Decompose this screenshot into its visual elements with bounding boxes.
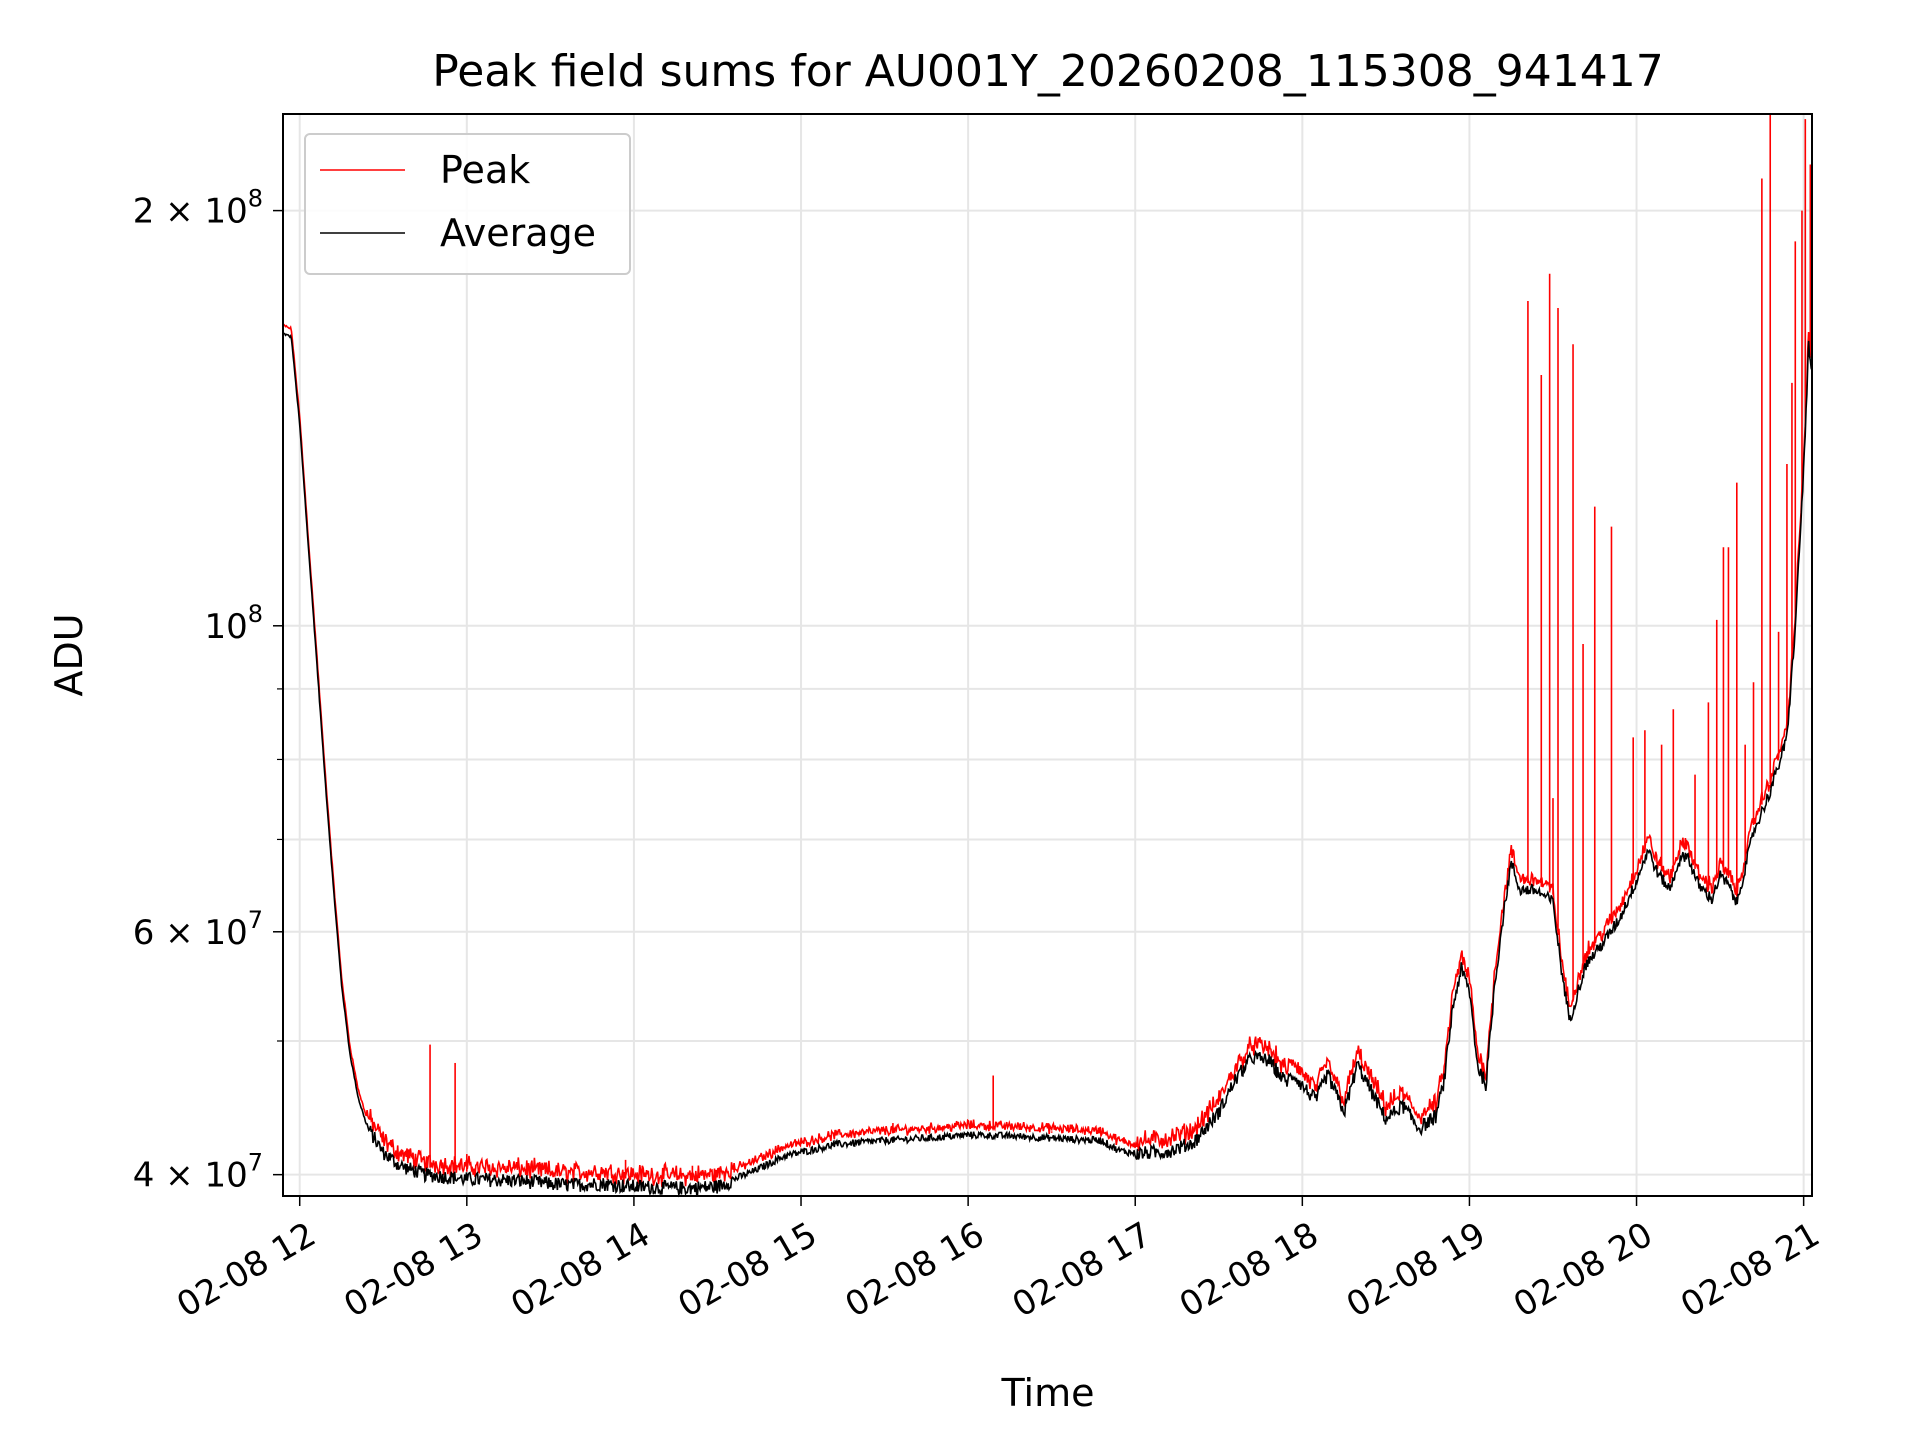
y-tick-base: 2 × 10 [133, 192, 248, 232]
y-tick-exponent: 7 [248, 1149, 263, 1177]
y-tick-label: 6 × 107 [133, 906, 263, 953]
y-tick-label: 108 [204, 600, 263, 647]
average-series-line [282, 332, 1813, 1198]
y-tick-base: 4 × 10 [133, 1156, 248, 1196]
plot-frame [282, 113, 1813, 1197]
y-axis-label: ADU [47, 613, 91, 696]
x-axis-label: Time [1001, 1371, 1095, 1415]
y-tick-exponent: 7 [248, 906, 263, 934]
peak-series-line [282, 323, 1813, 1187]
y-tick-label: 2 × 108 [133, 185, 263, 232]
y-tick-base: 10 [204, 607, 247, 647]
y-tick-base: 6 × 10 [133, 913, 248, 953]
grid [283, 114, 1812, 1196]
legend-box [304, 133, 631, 275]
y-tick-exponent: 8 [248, 185, 263, 213]
legend-average-label: Average [440, 211, 596, 255]
y-tick-label: 4 × 107 [133, 1149, 263, 1196]
plot-series [282, 114, 1813, 1198]
chart-title: Peak field sums for AU001Y_20260208_1153… [432, 46, 1664, 97]
legend: Peak Average [304, 133, 631, 275]
y-tick-exponent: 8 [248, 600, 263, 628]
legend-peak-label: Peak [440, 148, 530, 192]
